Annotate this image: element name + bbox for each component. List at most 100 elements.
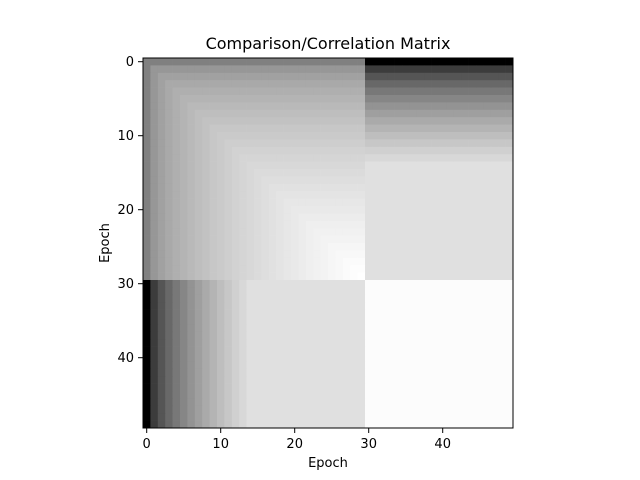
- heatmap-cell: [409, 346, 418, 355]
- heatmap-cell: [409, 220, 418, 229]
- heatmap-cell: [416, 287, 425, 296]
- heatmap-cell: [350, 139, 358, 148]
- heatmap-cell: [261, 132, 270, 140]
- heatmap-cell: [402, 272, 410, 281]
- heatmap-cell: [209, 317, 218, 325]
- heatmap-cell: [231, 198, 240, 207]
- heatmap-cell: [180, 420, 188, 429]
- heatmap-cell: [320, 302, 329, 310]
- heatmap-cell: [424, 87, 432, 96]
- heatmap-cell: [217, 331, 225, 340]
- heatmap-cell: [268, 183, 277, 192]
- heatmap-cell: [143, 376, 151, 384]
- heatmap-cell: [379, 420, 388, 429]
- heatmap-cell: [180, 183, 188, 192]
- heatmap-cell: [194, 361, 203, 370]
- heatmap-cell: [143, 102, 151, 111]
- heatmap-cell: [350, 413, 358, 421]
- heatmap-cell: [372, 257, 381, 266]
- heatmap-cell: [387, 72, 395, 81]
- heatmap-cell: [505, 317, 514, 325]
- heatmap-cell: [394, 95, 403, 103]
- heatmap-cell: [476, 265, 484, 273]
- x-tick-label: 40: [434, 437, 451, 452]
- heatmap-cell: [291, 80, 299, 88]
- heatmap-cell: [239, 405, 247, 414]
- heatmap-cell: [231, 58, 240, 66]
- heatmap-cell: [416, 176, 425, 185]
- heatmap-cell: [424, 139, 432, 148]
- heatmap-cell: [394, 354, 403, 362]
- heatmap-cell: [372, 191, 381, 199]
- heatmap-cell: [305, 265, 314, 273]
- heatmap-cell: [231, 265, 240, 273]
- heatmap-cell: [202, 265, 210, 273]
- heatmap-cell: [394, 124, 403, 133]
- heatmap-cell: [490, 102, 499, 111]
- heatmap-cell: [231, 324, 240, 333]
- heatmap-cell: [172, 95, 181, 103]
- x-tick-label: 30: [360, 437, 377, 452]
- heatmap-cell: [291, 139, 299, 148]
- heatmap-cell: [498, 398, 506, 407]
- heatmap-cell: [335, 280, 344, 288]
- heatmap-cell: [305, 176, 314, 185]
- heatmap-cell: [239, 339, 247, 347]
- heatmap-cell: [379, 146, 388, 155]
- heatmap-cell: [157, 361, 166, 370]
- heatmap-cell: [431, 346, 440, 355]
- heatmap-cell: [209, 339, 218, 347]
- heatmap-cell: [416, 243, 425, 251]
- heatmap-cell: [320, 354, 329, 362]
- heatmap-cell: [394, 383, 403, 392]
- heatmap-cell: [350, 58, 358, 66]
- heatmap-cell: [357, 235, 366, 244]
- heatmap-cell: [402, 146, 410, 155]
- heatmap-cell: [150, 109, 159, 118]
- heatmap-cell: [342, 235, 351, 244]
- heatmap-cell: [409, 383, 418, 392]
- heatmap-cell: [387, 346, 395, 355]
- heatmap-cell: [217, 324, 225, 333]
- heatmap-cell: [394, 176, 403, 185]
- heatmap-cell: [298, 243, 307, 251]
- heatmap-cell: [172, 80, 181, 88]
- heatmap-cell: [224, 198, 233, 207]
- heatmap-cell: [483, 420, 492, 429]
- heatmap-cell: [157, 65, 166, 74]
- heatmap-cell: [224, 250, 233, 259]
- heatmap-cell: [483, 80, 492, 88]
- heatmap-cell: [231, 235, 240, 244]
- heatmap-cell: [298, 161, 307, 170]
- heatmap-cell: [328, 139, 336, 148]
- heatmap-cell: [165, 272, 173, 281]
- heatmap-cell: [424, 161, 432, 170]
- heatmap-cell: [261, 354, 270, 362]
- heatmap-cell: [468, 154, 477, 162]
- heatmap-cell: [209, 368, 218, 377]
- heatmap-cell: [276, 324, 284, 333]
- heatmap-cell: [231, 309, 240, 318]
- heatmap-cell: [165, 161, 173, 170]
- heatmap-cell: [187, 391, 196, 399]
- heatmap-cell: [379, 169, 388, 177]
- heatmap-cell: [505, 176, 514, 185]
- heatmap-cell: [446, 220, 455, 229]
- heatmap-cell: [387, 383, 395, 392]
- heatmap-cell: [402, 87, 410, 96]
- heatmap-cell: [157, 280, 166, 288]
- heatmap-cell: [335, 161, 344, 170]
- heatmap-cell: [276, 183, 284, 192]
- heatmap-cell: [217, 413, 225, 421]
- heatmap-cell: [453, 361, 462, 370]
- heatmap-cell: [165, 257, 173, 266]
- heatmap-cell: [453, 169, 462, 177]
- heatmap-cell: [180, 294, 188, 303]
- heatmap-cell: [246, 420, 255, 429]
- heatmap-cell: [276, 80, 284, 88]
- heatmap-cell: [143, 287, 151, 296]
- heatmap-cell: [439, 294, 447, 303]
- heatmap-cell: [498, 72, 506, 81]
- heatmap-cell: [379, 117, 388, 125]
- heatmap-cell: [402, 228, 410, 236]
